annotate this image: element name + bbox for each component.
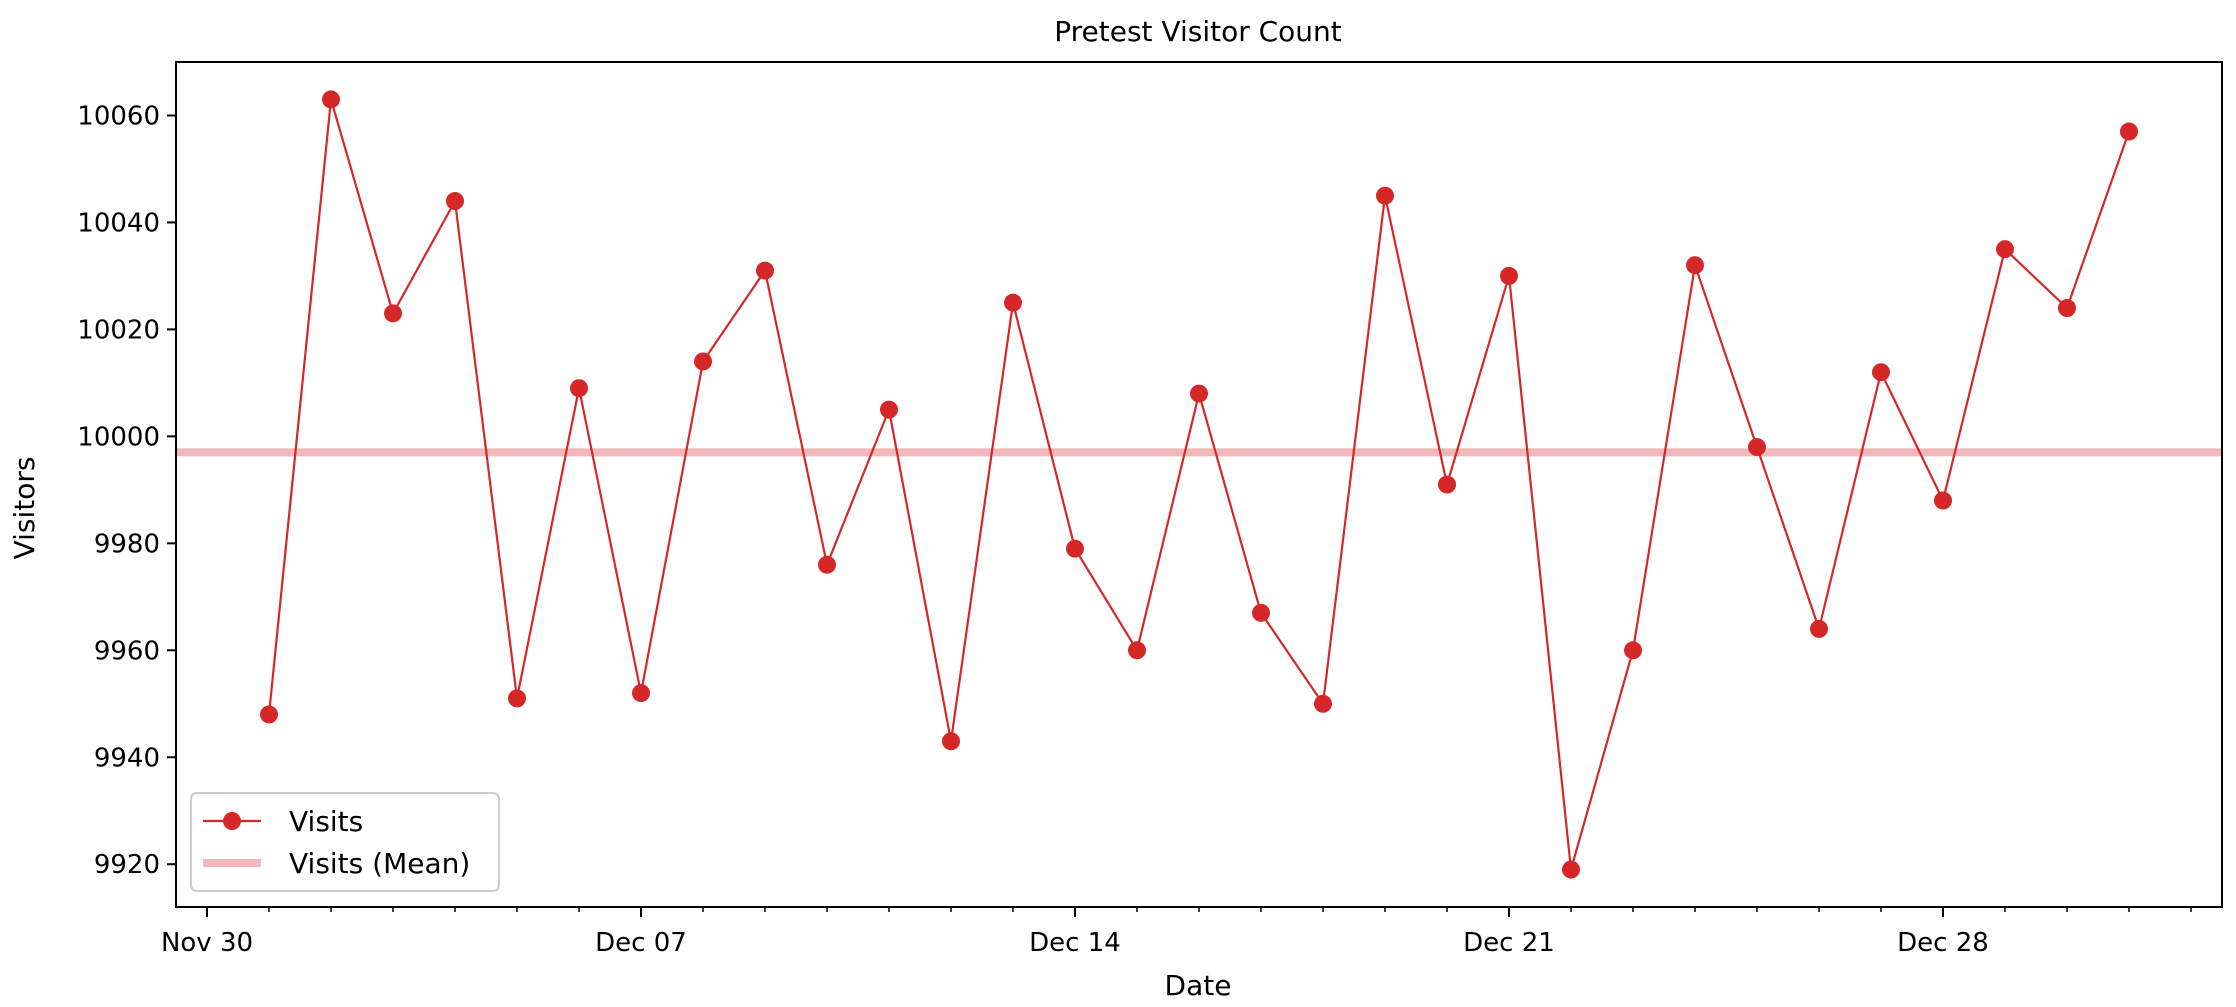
chart-title: Pretest Visitor Count [1054,15,1342,48]
x-tick-label: Dec 21 [1463,928,1555,958]
y-tick-label: 10020 [77,315,160,345]
data-point [1624,641,1642,660]
data-point [1996,240,2014,259]
y-tick-label: 10000 [77,422,160,452]
x-axis-label: Date [1165,969,1232,1002]
x-tick-label: Dec 28 [1897,928,1989,958]
x-tick-label: Dec 07 [595,928,687,958]
data-point [1562,860,1580,879]
data-point [1376,186,1394,205]
data-point [1314,694,1332,713]
data-point [446,192,464,211]
legend-visits-marker [223,812,241,830]
x-tick-label: Dec 14 [1029,928,1121,958]
plot-frame [175,61,2223,908]
legend-box [190,792,500,892]
y-axis: 9920 9940 9960 9980 10000 10020 10040 10060 [77,101,176,880]
y-tick-label: 10040 [77,208,160,238]
data-point [694,352,712,371]
data-point [756,261,774,280]
y-tick-label: 9940 [94,743,160,773]
data-point [508,689,526,708]
data-point [1438,475,1456,494]
y-tick-label: 9960 [94,636,160,666]
data-point [1872,363,1890,382]
data-point [260,705,278,724]
y-axis-label: Visitors [8,457,41,560]
data-point [818,555,836,574]
data-point [1252,603,1270,622]
visits-line [267,98,2131,871]
data-point [2058,299,2076,318]
x-axis: Nov 30 Dec 07 Dec 14 Dec 21 Dec 28 [161,907,2192,958]
data-point [1066,539,1084,558]
data-point [942,732,960,751]
data-point [384,304,402,323]
legend: Visits Visits (Mean) [190,792,500,892]
data-point [570,379,588,398]
data-point [2120,122,2138,141]
plot-area [175,61,2223,908]
data-point [322,90,340,109]
data-point [632,684,650,703]
data-point [1190,384,1208,403]
legend-visits-label: Visits [289,805,363,838]
data-point [1004,293,1022,312]
data-point [1934,491,1952,510]
data-point [1810,619,1828,638]
y-tick-label: 9980 [94,529,160,559]
legend-mean-label: Visits (Mean) [289,847,470,880]
data-point [1128,641,1146,660]
x-tick-label: Nov 30 [161,928,253,958]
data-point [1748,438,1766,457]
data-point [880,400,898,419]
y-tick-label: 10060 [77,101,160,131]
y-tick-label: 9920 [94,850,160,880]
data-point [1686,256,1704,275]
data-point [1500,266,1518,285]
